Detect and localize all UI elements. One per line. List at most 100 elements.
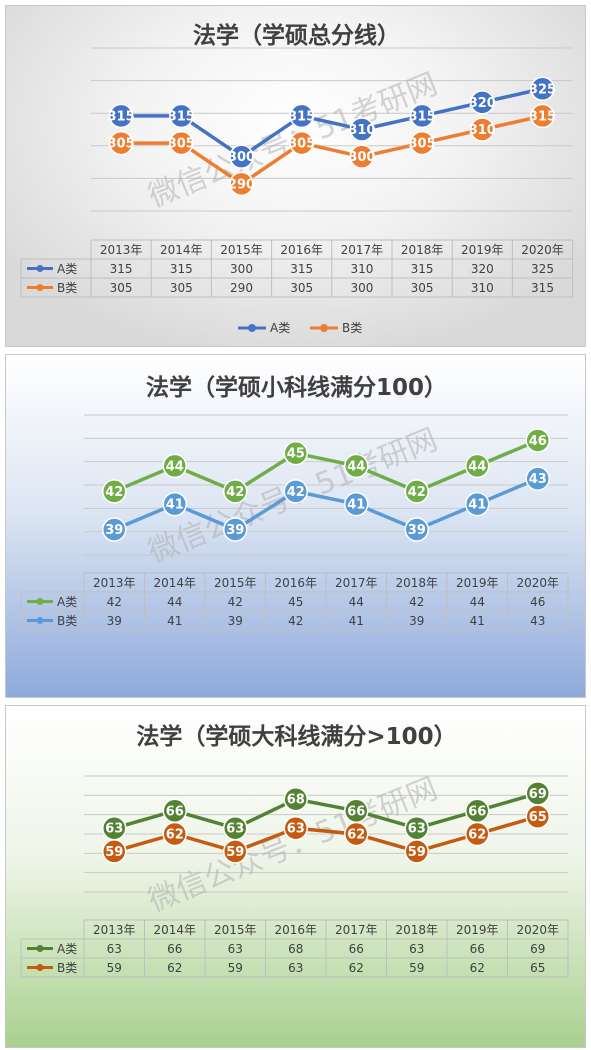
- data-point: [530, 103, 555, 129]
- data-point: [465, 453, 490, 479]
- data-label: 66: [166, 804, 184, 819]
- series-points-b: 59 62 59 63 62 59 62 65: [102, 804, 550, 864]
- table-cell: 44: [167, 595, 182, 609]
- data-point: [283, 479, 308, 504]
- data-label: 315: [529, 109, 556, 124]
- table-cell: 44: [349, 595, 364, 609]
- data-label: 62: [347, 828, 365, 843]
- data-label: 69: [529, 787, 547, 802]
- data-label: 62: [166, 828, 184, 843]
- table-cell: 63: [409, 942, 424, 956]
- data-label: 44: [468, 459, 486, 474]
- series-name: B类: [57, 614, 77, 628]
- table-cell: 42: [228, 595, 243, 609]
- data-point: [102, 839, 127, 864]
- data-label: 315: [409, 109, 436, 124]
- series-name: A类: [57, 942, 77, 956]
- table-cell: 39: [228, 614, 243, 628]
- data-point: [525, 466, 550, 491]
- table-cell: 39: [409, 614, 424, 628]
- series-key-marker: [36, 617, 44, 624]
- data-point: [465, 491, 490, 517]
- data-point: [102, 517, 127, 542]
- data-point: [283, 786, 308, 812]
- data-label: 42: [287, 485, 305, 500]
- series-points-a: 315 315 300 315 310 315 320 325: [108, 76, 556, 169]
- table-cell: 42: [409, 595, 424, 609]
- table-cell: 290: [230, 281, 253, 295]
- data-label: 59: [226, 845, 244, 860]
- data-point: [404, 517, 429, 542]
- table-cell: 320: [471, 262, 494, 276]
- data-label: 63: [408, 822, 426, 837]
- table-cell: 305: [290, 281, 313, 295]
- legend-key-marker: [248, 324, 256, 332]
- table-cell: 315: [170, 262, 193, 276]
- chart-small-subject-score: 法学（学硕小科线满分100）微信公众号：51考研网424442454442444…: [20, 374, 569, 631]
- table-cell: 305: [411, 281, 434, 295]
- data-point: [525, 804, 550, 829]
- table-cell: 300: [350, 281, 373, 295]
- category-label: 2015年: [214, 923, 257, 937]
- table-cell: 65: [530, 961, 545, 975]
- data-point: [409, 130, 435, 156]
- data-point: [169, 103, 194, 129]
- category-label: 2017年: [335, 576, 378, 590]
- data-label: 305: [288, 137, 315, 152]
- table-cell: 41: [470, 614, 485, 628]
- legend-key-marker: [320, 324, 328, 332]
- data-point: [409, 103, 435, 129]
- data-point: [223, 839, 248, 864]
- data-point: [470, 90, 495, 115]
- data-point: [525, 428, 550, 453]
- table-cell: 62: [470, 961, 485, 975]
- table-cell: 44: [470, 595, 485, 609]
- data-point: [344, 491, 369, 517]
- table-cell: 43: [530, 614, 545, 628]
- data-point: [229, 171, 254, 197]
- table-cell: 66: [470, 942, 485, 956]
- data-label: 315: [288, 109, 315, 124]
- table-cell: 69: [530, 942, 545, 956]
- category-label: 2013年: [93, 923, 136, 937]
- data-label: 41: [166, 498, 184, 513]
- series-points-a: 63 66 63 68 66 63 66 69: [102, 781, 550, 841]
- table-cell: 45: [288, 595, 303, 609]
- data-point: [223, 517, 248, 542]
- chart-large-subject-score: 法学（学硕大科线满分>100）微信公众号：51考研网63666368666366…: [20, 723, 569, 978]
- data-point: [344, 453, 369, 479]
- data-label: 39: [226, 523, 244, 538]
- data-label: 300: [348, 150, 375, 165]
- table-cell: 66: [167, 942, 182, 956]
- table-cell: 63: [288, 961, 303, 975]
- table-cell: 41: [167, 614, 182, 628]
- data-point: [108, 103, 134, 129]
- table-cell: 300: [230, 262, 253, 276]
- data-label: 320: [469, 96, 496, 111]
- chart-title: 法学（学硕总分线）: [193, 22, 400, 49]
- table-cell: 59: [409, 961, 424, 975]
- series-points-a: 42 44 42 45 44 42 44 46: [102, 428, 550, 504]
- data-label: 42: [408, 485, 426, 500]
- data-label: 315: [168, 109, 195, 124]
- data-label: 310: [469, 123, 496, 138]
- category-label: 2018年: [401, 243, 444, 257]
- data-label: 42: [226, 485, 244, 500]
- data-label: 63: [226, 822, 244, 837]
- category-label: 2014年: [153, 923, 196, 937]
- data-table: 2013年 2014年 2015年 2016年 2017年 2018年 2019年 2020年…: [20, 919, 569, 978]
- category-label: 2018年: [395, 923, 438, 937]
- table-cell: 66: [349, 942, 364, 956]
- category-label: 2013年: [93, 576, 136, 590]
- series-points-b: 39 41 39 42 41 39 41 43: [102, 466, 550, 542]
- legend-label: B类: [342, 321, 362, 335]
- category-label: 2016年: [274, 576, 317, 590]
- series-name: B类: [57, 961, 77, 975]
- category-label: 2019年: [456, 576, 499, 590]
- table-cell: 315: [290, 262, 313, 276]
- data-label: 59: [105, 845, 123, 860]
- data-point: [289, 103, 314, 129]
- category-label: 2020年: [516, 923, 559, 937]
- data-point: [162, 821, 187, 847]
- data-label: 63: [105, 822, 123, 837]
